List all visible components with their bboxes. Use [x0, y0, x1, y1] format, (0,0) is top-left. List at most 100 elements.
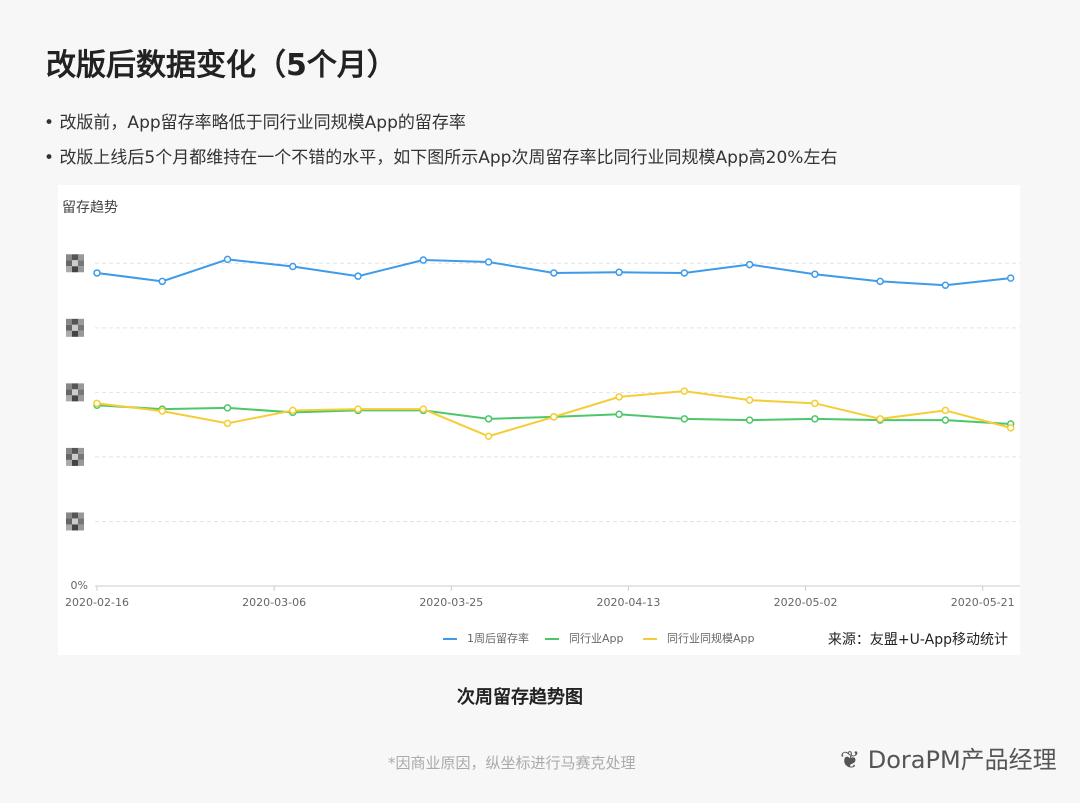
- point: [680, 387, 689, 395]
- legend-label: 同行业App: [569, 632, 624, 645]
- mosaic: [78, 330, 84, 337]
- mosaic: [78, 395, 84, 402]
- bullet: • 改版上线后5个月都维持在一个不错的水平，如下图所示App次周留存率比同行业同…: [44, 148, 838, 168]
- note: *因商业原因，纵坐标进行马赛克处理: [388, 754, 636, 772]
- point: [484, 258, 493, 266]
- mosaic: [66, 318, 72, 325]
- mosaic: [66, 447, 72, 454]
- point: [941, 406, 950, 415]
- x-tick-label: 2020-04-13: [596, 596, 660, 609]
- mosaic: [72, 459, 78, 466]
- mosaic: [78, 447, 84, 454]
- point: [615, 393, 623, 401]
- point: [550, 413, 558, 421]
- mosaic: [78, 459, 84, 466]
- mosaic: [66, 389, 72, 396]
- point: [354, 405, 362, 413]
- mosaic: [78, 524, 84, 531]
- point: [745, 260, 754, 269]
- mosaic: [66, 266, 72, 273]
- point: [615, 410, 623, 419]
- mosaic: [72, 383, 78, 390]
- mosaic: [66, 518, 72, 525]
- mosaic: [72, 324, 78, 331]
- point: [941, 281, 950, 289]
- point: [289, 406, 297, 415]
- mosaic: [72, 254, 78, 261]
- point: [1006, 274, 1015, 282]
- mosaic: [66, 383, 72, 390]
- mosaic: [72, 318, 78, 325]
- y-tick-label: 0%: [71, 579, 88, 592]
- mosaic: [78, 324, 84, 331]
- mosaic: [66, 330, 72, 337]
- mosaic: [78, 383, 84, 390]
- point: [876, 415, 884, 423]
- point: [680, 415, 689, 423]
- point: [484, 415, 493, 423]
- mosaic: [72, 447, 78, 454]
- mosaic: [72, 330, 78, 337]
- point: [354, 272, 362, 280]
- mosaic: [66, 254, 72, 261]
- mosaic: [72, 453, 78, 460]
- point: [484, 432, 493, 441]
- bullet: • 改版前，App留存率略低于同行业同规模App的留存率: [44, 113, 466, 133]
- source: 来源：友盟+U-App移动统计: [828, 632, 1008, 648]
- caption: 次周留存趋势图: [457, 687, 583, 708]
- point: [419, 256, 428, 264]
- x-tick-label: 2020-05-02: [774, 596, 838, 609]
- mosaic: [78, 518, 84, 525]
- x-tick-label: 2020-02-16: [65, 596, 129, 609]
- slide-title: 改版后数据变化（5个月）: [46, 48, 397, 83]
- point: [680, 269, 689, 277]
- mosaic: [66, 324, 72, 331]
- point: [223, 255, 232, 264]
- point: [158, 407, 167, 415]
- point: [745, 396, 754, 404]
- mosaic: [66, 260, 72, 267]
- point: [745, 416, 754, 424]
- bullet-text: 改版前，App留存率略低于同行业同规模App的留存率: [59, 113, 466, 133]
- mosaic: [72, 395, 78, 402]
- point: [223, 419, 232, 428]
- watermark: ❦ DoraPM产品经理: [840, 746, 1057, 774]
- mosaic: [72, 266, 78, 273]
- point: [289, 262, 297, 271]
- legend-label: 同行业同规模App: [667, 631, 755, 645]
- mosaic: [72, 518, 78, 525]
- x-tick-label: 2020-03-25: [419, 596, 483, 609]
- point: [419, 405, 428, 413]
- point: [811, 415, 819, 423]
- mosaic: [72, 512, 78, 519]
- mosaic: [78, 512, 84, 519]
- mosaic: [66, 512, 72, 519]
- mosaic: [72, 260, 78, 267]
- mosaic: [66, 395, 72, 402]
- mosaic: [78, 266, 84, 273]
- mosaic: [78, 389, 84, 396]
- point: [550, 269, 558, 277]
- mosaic: [66, 524, 72, 531]
- watermark-text: DoraPM产品经理: [867, 746, 1057, 774]
- bullet-text: 改版上线后5个月都维持在一个不错的水平，如下图所示App次周留存率比同行业同规模…: [59, 148, 838, 168]
- mosaic: [78, 260, 84, 267]
- mosaic: [66, 453, 72, 460]
- mosaic: [78, 318, 84, 325]
- point: [811, 270, 819, 278]
- x-tick-label: 2020-03-06: [242, 596, 306, 609]
- legend-label: 1周后留存率: [467, 631, 529, 645]
- point: [941, 416, 950, 424]
- x-tick-label: 2020-05-21: [951, 596, 1015, 609]
- mosaic: [78, 453, 84, 460]
- point: [811, 399, 819, 408]
- mosaic: [72, 524, 78, 531]
- point: [876, 277, 884, 286]
- point: [93, 269, 101, 277]
- point: [223, 404, 232, 412]
- point: [158, 277, 167, 286]
- mosaic: [78, 254, 84, 261]
- point: [1006, 424, 1015, 432]
